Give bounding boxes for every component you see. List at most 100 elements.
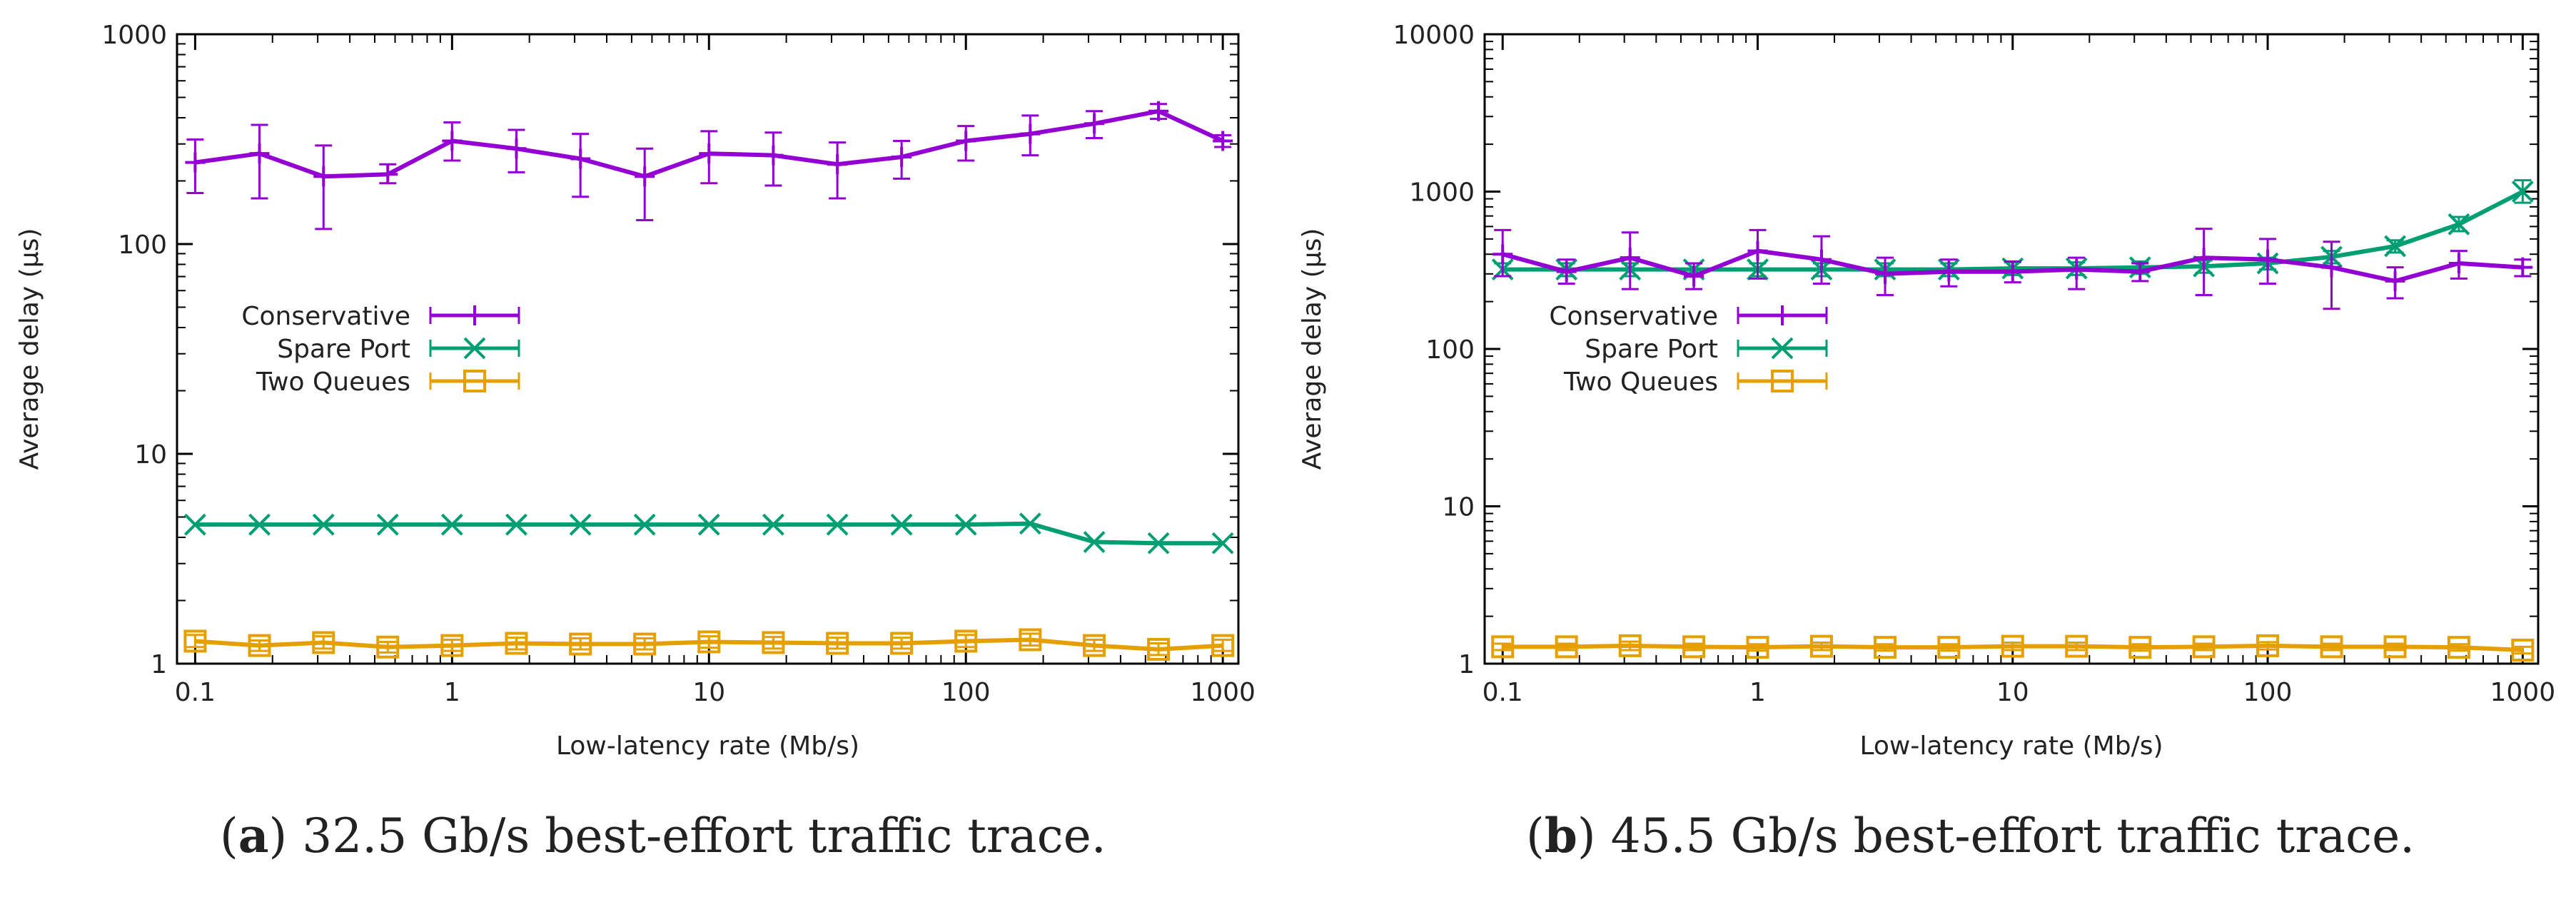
chart-2-data-point xyxy=(1809,634,1833,658)
chart-2-data-point xyxy=(2192,635,2216,659)
chart-2-data-point xyxy=(1555,635,1578,659)
chart-1-data-point xyxy=(312,631,335,654)
chart-1-data-point xyxy=(440,513,463,536)
chart-1-data-point xyxy=(762,513,784,536)
chart-1-legend-marker xyxy=(465,305,485,325)
chart-1-data-point xyxy=(890,632,914,655)
chart-2-x-tick-label: 100 xyxy=(2243,678,2293,707)
chart-1-data-point xyxy=(826,513,849,536)
chart-1-data-point xyxy=(505,632,528,655)
chart-2-x-tick-label: 10 xyxy=(1996,678,2029,707)
caption-b-letter: b xyxy=(1544,808,1577,863)
chart-2-y-tick-label: 100 xyxy=(1425,335,1475,365)
chart-2-data-point xyxy=(1556,261,1577,282)
chart-1-data-point xyxy=(569,513,592,536)
chart-1-data-point xyxy=(826,632,849,655)
chart-2-data-point xyxy=(1491,635,1515,659)
chart-1-data-point xyxy=(570,148,591,169)
chart-2-data-point xyxy=(1811,249,1832,270)
chart-1-error-bar xyxy=(186,634,204,649)
chart-2-data-point xyxy=(1939,261,1959,282)
chart-2-x-axis-label: Low-latency rate (Mb/s) xyxy=(1859,731,2163,761)
chart-1-data-point xyxy=(1211,532,1234,554)
chart-1-data-point xyxy=(248,513,271,536)
chart-2-data-point xyxy=(1492,244,1513,265)
chart-1-x-tick-label: 1 xyxy=(444,678,460,707)
chart-2-series-two-queues xyxy=(1491,634,2535,662)
chart-2-data-point xyxy=(2447,636,2470,659)
chart-2-data-point xyxy=(2128,636,2152,659)
chart-2-series-conservative xyxy=(1492,228,2533,310)
chart-2-data-point xyxy=(1746,636,1769,659)
caption-a-close: ) xyxy=(268,809,288,863)
chart-1-data-point xyxy=(1083,634,1106,657)
caption-a-letter: a xyxy=(238,808,269,863)
chart-2-legend: Conservative Spare Port Two Queues xyxy=(1549,302,1828,397)
chart-1-data-point xyxy=(1084,113,1105,134)
chart-2-x-tick-label: 0.1 xyxy=(1483,678,1523,707)
chart-1-legend-cap xyxy=(429,307,520,324)
chart-1-x-tick-label: 1000 xyxy=(1190,678,1256,707)
chart-1-data-point xyxy=(1147,637,1171,661)
chart-2-data-point xyxy=(1937,636,1961,659)
chart-1-legend: Conservative Spare Port Two Queues xyxy=(241,302,520,397)
chart-1-data-point xyxy=(763,145,784,166)
chart-1-data-point xyxy=(569,632,592,656)
chart-1-data-point xyxy=(506,138,527,159)
chart-1-data-point xyxy=(312,513,335,536)
chart-1-x-tick-label: 100 xyxy=(941,678,991,707)
caption-a-open: ( xyxy=(220,809,238,863)
chart-2-data-point xyxy=(2383,635,2407,659)
caption-b-open: ( xyxy=(1526,809,1545,863)
chart-2-data-point xyxy=(1684,266,1704,287)
chart-1: 1 10 100 1000 0.1 1 10 100 1000 Low-latency rate … xyxy=(15,21,1256,761)
chart-2-data-point xyxy=(1682,635,1706,659)
chart-2-legend-marker xyxy=(1772,305,1792,325)
chart-1-data-point xyxy=(699,143,719,164)
chart-1-data-point xyxy=(183,629,207,653)
chart-2-data-point xyxy=(2002,261,2023,282)
chart-2-legend-label: Spare Port xyxy=(1585,335,1718,364)
chart-1-frame xyxy=(176,33,1240,665)
chart-1-data-point xyxy=(248,634,271,657)
chart-2-data-point xyxy=(2320,635,2343,659)
chart-2-y-tick-label: 10 xyxy=(1442,493,1475,522)
chart-1-x-tick-label: 0.1 xyxy=(175,678,216,707)
chart-2-y-tick-label: 10000 xyxy=(1393,21,1475,50)
chart-2-data-point xyxy=(2065,634,2088,658)
chart-1-y-tick-label: 10 xyxy=(134,440,167,470)
chart-2-data-point xyxy=(2448,253,2469,274)
chart-2-legend-label: Conservative xyxy=(1549,302,1718,331)
chart-2-legend-cap xyxy=(1737,373,1828,390)
chart-1-data-point xyxy=(697,513,720,536)
chart-1-legend-label: Spare Port xyxy=(277,335,410,364)
chart-1-data-point xyxy=(376,513,399,536)
chart-1-data-point xyxy=(378,164,398,185)
chart-1-legend-marker xyxy=(463,370,486,392)
chart-2-data-point xyxy=(2066,259,2087,280)
chart-2-y-axis-label: Average delay (µs) xyxy=(1298,228,1327,470)
chart-2-data-point xyxy=(2321,257,2342,278)
chart-2-data-point xyxy=(1875,263,1896,284)
caption-a-text: 32.5 Gb/s best-effort traffic trace. xyxy=(302,809,1106,863)
chart-2-data-point xyxy=(2130,261,2151,282)
chart-1-data-point xyxy=(1213,131,1233,151)
chart-1-legend-label: Conservative xyxy=(241,302,410,331)
chart-1-data-point xyxy=(313,166,334,187)
caption-b: (b) 45.5 Gb/s best-effort traffic trace. xyxy=(1526,808,2415,863)
chart-2-data-point xyxy=(2258,249,2278,270)
chart-2-legend-marker xyxy=(1771,337,1794,360)
chart-2-data-point xyxy=(1620,248,1640,268)
chart-2-error-bar xyxy=(2514,645,2532,655)
chart-1-data-point xyxy=(1083,531,1106,553)
caption-b-text: 45.5 Gb/s best-effort traffic trace. xyxy=(1610,809,2415,863)
chart-1-x-tick-label: 10 xyxy=(692,678,725,707)
chart-1-data-point xyxy=(442,131,463,151)
chart-2-data-point xyxy=(2385,270,2405,291)
chart-2-series-line xyxy=(1502,189,2524,272)
chart-1-data-point xyxy=(956,131,976,151)
chart-2-legend-cap xyxy=(1737,340,1828,357)
chart-1-data-point xyxy=(1148,101,1169,121)
chart-2-y-tick-label: 1000 xyxy=(1409,178,1475,208)
